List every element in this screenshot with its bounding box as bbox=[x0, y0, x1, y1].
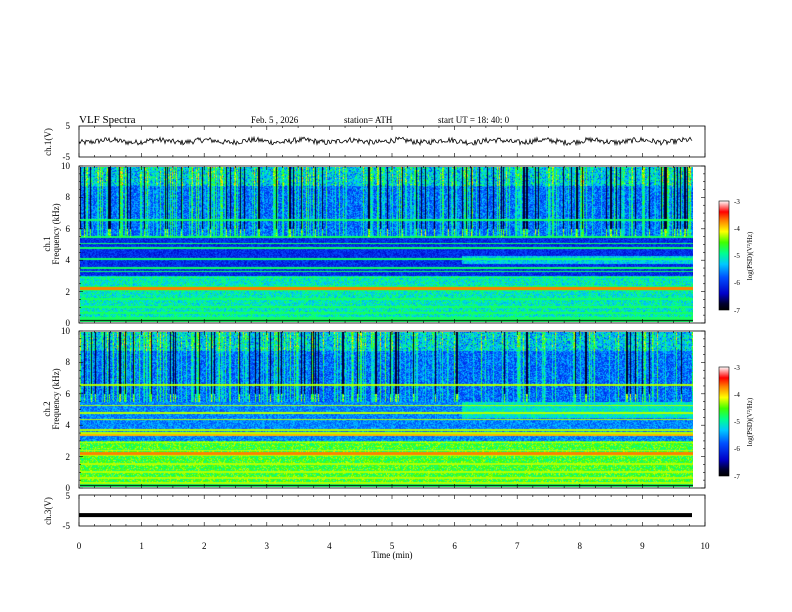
ch2-freq-tick-6: 6 bbox=[66, 389, 71, 399]
ch2-freq-tick-0: 0 bbox=[66, 483, 71, 493]
ch1-cb-label: log(PSD)(V²/Hz) bbox=[746, 231, 754, 280]
ch2-spec-ylabel: Frequency (kHz) bbox=[51, 368, 61, 429]
ch2-spectrogram-panel: 10 8 6 4 2 0 ch.2 Frequency (kHz) bbox=[42, 326, 706, 493]
ch2-colorbar-bar bbox=[718, 366, 730, 477]
x-tick-label-4: 4 bbox=[327, 541, 332, 551]
x-tick-label-8: 8 bbox=[578, 541, 583, 551]
ch2-cb-tick-m6: -6 bbox=[734, 445, 740, 453]
ch3-waveform-frame bbox=[78, 494, 706, 527]
ch1-spec-ylabel-top: ch.1 bbox=[42, 236, 52, 251]
ch3-ytick-top: 5 bbox=[66, 491, 71, 501]
ch1-freq-tick-10: 10 bbox=[61, 161, 71, 171]
ch2-freq-tick-4: 4 bbox=[66, 420, 71, 430]
station-label: station= ATH bbox=[344, 115, 393, 125]
ch3-ytick-bottom: -5 bbox=[63, 521, 71, 531]
ch1-freq-tick-8: 8 bbox=[66, 192, 71, 202]
ch3-waveform-panel: 5 -5 ch.3(V) bbox=[43, 491, 706, 531]
ch1-waveform-frame bbox=[78, 125, 706, 158]
x-tick-label-1: 1 bbox=[139, 541, 144, 551]
ch3-waveform-ylabel: ch.3(V) bbox=[43, 497, 53, 525]
ch2-cb-label: log(PSD)(V²/Hz) bbox=[746, 397, 754, 446]
ch1-waveform-ylabel: ch.1(V) bbox=[43, 128, 53, 156]
ch2-cb-tick-m3: -3 bbox=[734, 364, 740, 372]
ch2-freq-tick-2: 2 bbox=[66, 452, 71, 462]
figure-title: VLF Spectra bbox=[79, 114, 136, 126]
ch1-ytick-top: 5 bbox=[66, 121, 71, 131]
x-axis-ticks bbox=[78, 126, 706, 526]
ch2-spec-ylabel-top: ch.2 bbox=[42, 401, 52, 416]
ch1-freq-tick-4: 4 bbox=[66, 255, 71, 265]
x-tick-label-0: 0 bbox=[77, 541, 82, 551]
ch1-cb-tick-m6: -6 bbox=[734, 279, 740, 287]
ch1-waveform-panel: 5 -5 ch.1(V) bbox=[43, 121, 706, 162]
ch2-colorbar: -3 -4 -5 -6 -7 log(PSD)(V²/Hz) bbox=[718, 364, 754, 481]
x-tick-label-10: 10 bbox=[701, 541, 711, 551]
ch1-spectrogram-panel: 10 6 4 2 0 8 ch.1 Frequency (kHz) bbox=[42, 161, 706, 328]
ch1-cb-tick-m3: -3 bbox=[734, 198, 740, 206]
ch1-trace bbox=[78, 135, 693, 147]
x-tick-label-6: 6 bbox=[452, 541, 457, 551]
ch1-freq-tick-0: 0 bbox=[66, 318, 71, 328]
ch2-spectrogram-image bbox=[80, 332, 693, 487]
x-axis-tick-labels: 0 1 2 3 4 5 6 7 8 9 10 bbox=[77, 541, 710, 551]
ch2-freq-tick-8: 8 bbox=[66, 357, 71, 367]
ch1-freq-tick-2: 2 bbox=[66, 287, 71, 297]
ch3-trace bbox=[79, 513, 692, 518]
x-tick-label-2: 2 bbox=[202, 541, 207, 551]
x-tick-label-7: 7 bbox=[515, 541, 520, 551]
x-tick-label-3: 3 bbox=[265, 541, 270, 551]
ch1-spec-ylabel: Frequency (kHz) bbox=[51, 203, 61, 264]
ch2-cb-tick-m7: -7 bbox=[734, 473, 740, 481]
ch1-colorbar-bar bbox=[718, 200, 730, 311]
ch1-cb-tick-m7: -7 bbox=[734, 307, 740, 315]
start-ut-label: start UT = 18: 40: 0 bbox=[438, 115, 510, 125]
ch1-freq-tick-6: 6 bbox=[66, 224, 71, 234]
x-axis-label: Time (min) bbox=[372, 550, 413, 560]
ch1-cb-tick-m5: -5 bbox=[734, 252, 740, 260]
ch2-freq-tick-10: 10 bbox=[61, 326, 71, 336]
ch2-cb-tick-m4: -4 bbox=[734, 391, 740, 399]
x-tick-label-5: 5 bbox=[390, 541, 395, 551]
ch1-cb-tick-m4: -4 bbox=[734, 225, 740, 233]
ch1-ytick-bottom: -5 bbox=[63, 152, 71, 162]
ch1-colorbar: -3 -4 -5 -6 -7 log(PSD)(V²/Hz) bbox=[718, 198, 754, 315]
ch2-cb-tick-m5: -5 bbox=[734, 418, 740, 426]
ch1-spectrogram-image bbox=[80, 167, 693, 322]
x-tick-label-9: 9 bbox=[640, 541, 645, 551]
date-label: Feb. 5 , 2026 bbox=[251, 115, 299, 125]
